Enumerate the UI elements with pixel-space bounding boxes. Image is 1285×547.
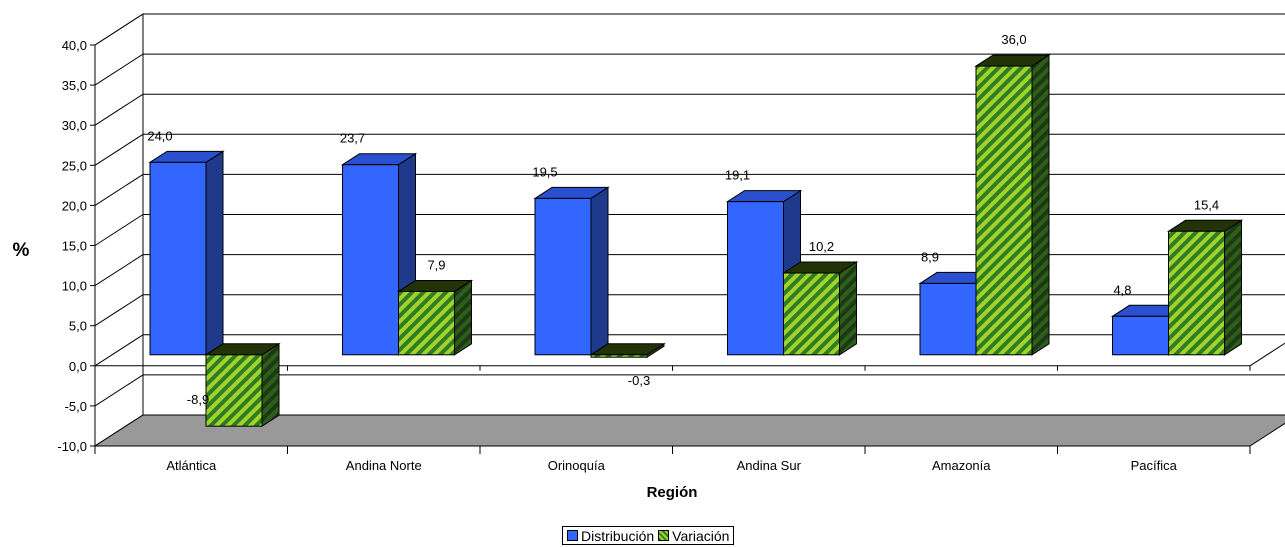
bar (396, 279, 474, 356)
legend-label-variacion: Variación (672, 527, 730, 544)
bar-side (205, 150, 224, 356)
x-axis-title: Región (647, 484, 698, 501)
data-label-variacion: -0,3 (628, 373, 650, 388)
gridline-side (94, 214, 144, 246)
y-tick-label: 20,0 (62, 198, 87, 213)
bar (589, 342, 666, 359)
bar-front (205, 354, 263, 427)
y-tick-label: 10,0 (62, 279, 87, 294)
gridline-side (94, 334, 144, 367)
x-category-label: Andina Sur (737, 458, 802, 473)
bar (148, 150, 225, 356)
bar-side (454, 279, 472, 356)
y-tick-label: 35,0 (62, 78, 87, 93)
gridline-side (94, 13, 144, 46)
bar-front (1112, 315, 1169, 356)
bar-front (919, 282, 977, 356)
bar-front (590, 354, 648, 358)
bar (974, 54, 1051, 356)
gridline-side (94, 374, 144, 407)
bar (204, 342, 281, 428)
bar-front (534, 197, 592, 356)
gridline-side (94, 93, 144, 126)
y-axis-title: % (13, 240, 30, 261)
bar-front (149, 161, 207, 356)
bar (1166, 219, 1244, 356)
data-label-distribucion: 19,5 (532, 164, 557, 179)
x-category-label: Amazonía (932, 458, 991, 473)
y-tick-label: 15,0 (62, 239, 87, 254)
legend-item-variacion: Variación (658, 528, 729, 544)
data-label-variacion: 10,2 (809, 239, 834, 254)
bar-front (342, 164, 399, 356)
bar-side (1224, 219, 1242, 356)
bar-front (727, 201, 784, 356)
bar-front (783, 272, 840, 356)
y-tick-label: -5,0 (65, 399, 87, 414)
legend-label-distribucion: Distribución (581, 527, 655, 544)
chart-labels: -10,0 -5,0 0,0 5,0 10,0 15,0 20,0 25,0 30,0 35,0 4… (57, 32, 1219, 473)
bar-front (398, 290, 455, 356)
gridline-side (94, 173, 144, 206)
floor-plane (93, 414, 1285, 447)
y-tick-label: 0,0 (69, 359, 87, 374)
bar-front (1168, 230, 1225, 356)
bar-side (590, 186, 609, 356)
data-label-variacion: 7,9 (427, 257, 445, 272)
y-tick-label: 5,0 (69, 319, 87, 334)
gridline-side (94, 294, 144, 327)
x-category-label: Orinoquía (548, 458, 606, 473)
legend: Distribución Variación (562, 526, 735, 545)
chart-bars (148, 54, 1244, 428)
data-label-variacion: 36,0 (1001, 32, 1026, 47)
legend-swatch-variacion (658, 530, 670, 541)
gridline-side (94, 254, 144, 287)
bar-side (1031, 54, 1050, 356)
data-label-variacion: 15,4 (1194, 197, 1219, 212)
y-tick-label: 25,0 (62, 158, 87, 173)
bar-side (261, 342, 280, 428)
data-label-distribucion: 19,1 (725, 168, 750, 183)
zero-line-side (1249, 342, 1285, 367)
data-label-distribucion: 4,8 (1113, 282, 1131, 297)
bar-front (975, 65, 1033, 356)
bar-side (839, 261, 857, 356)
y-tick-label: -10,0 (57, 439, 87, 454)
bar (340, 152, 418, 356)
gridline-side (94, 53, 144, 86)
legend-swatch-distribucion (567, 530, 578, 541)
chart-floor (93, 365, 1285, 454)
gridline-side (94, 133, 144, 166)
legend-item-distribucion: Distribución (567, 528, 654, 544)
y-tick-label: 40,0 (62, 38, 87, 53)
data-label-variacion: -8,9 (187, 392, 209, 407)
data-label-distribucion: 24,0 (147, 128, 172, 143)
data-label-distribucion: 23,7 (340, 131, 365, 146)
x-category-label: Andina Norte (346, 458, 422, 473)
x-category-label: Atlántica (166, 458, 217, 473)
bar (533, 186, 610, 356)
y-tick-label: 30,0 (62, 118, 87, 133)
x-category-label: Pacífica (1131, 458, 1178, 473)
bar (781, 261, 859, 356)
data-label-distribucion: 8,9 (921, 249, 939, 264)
